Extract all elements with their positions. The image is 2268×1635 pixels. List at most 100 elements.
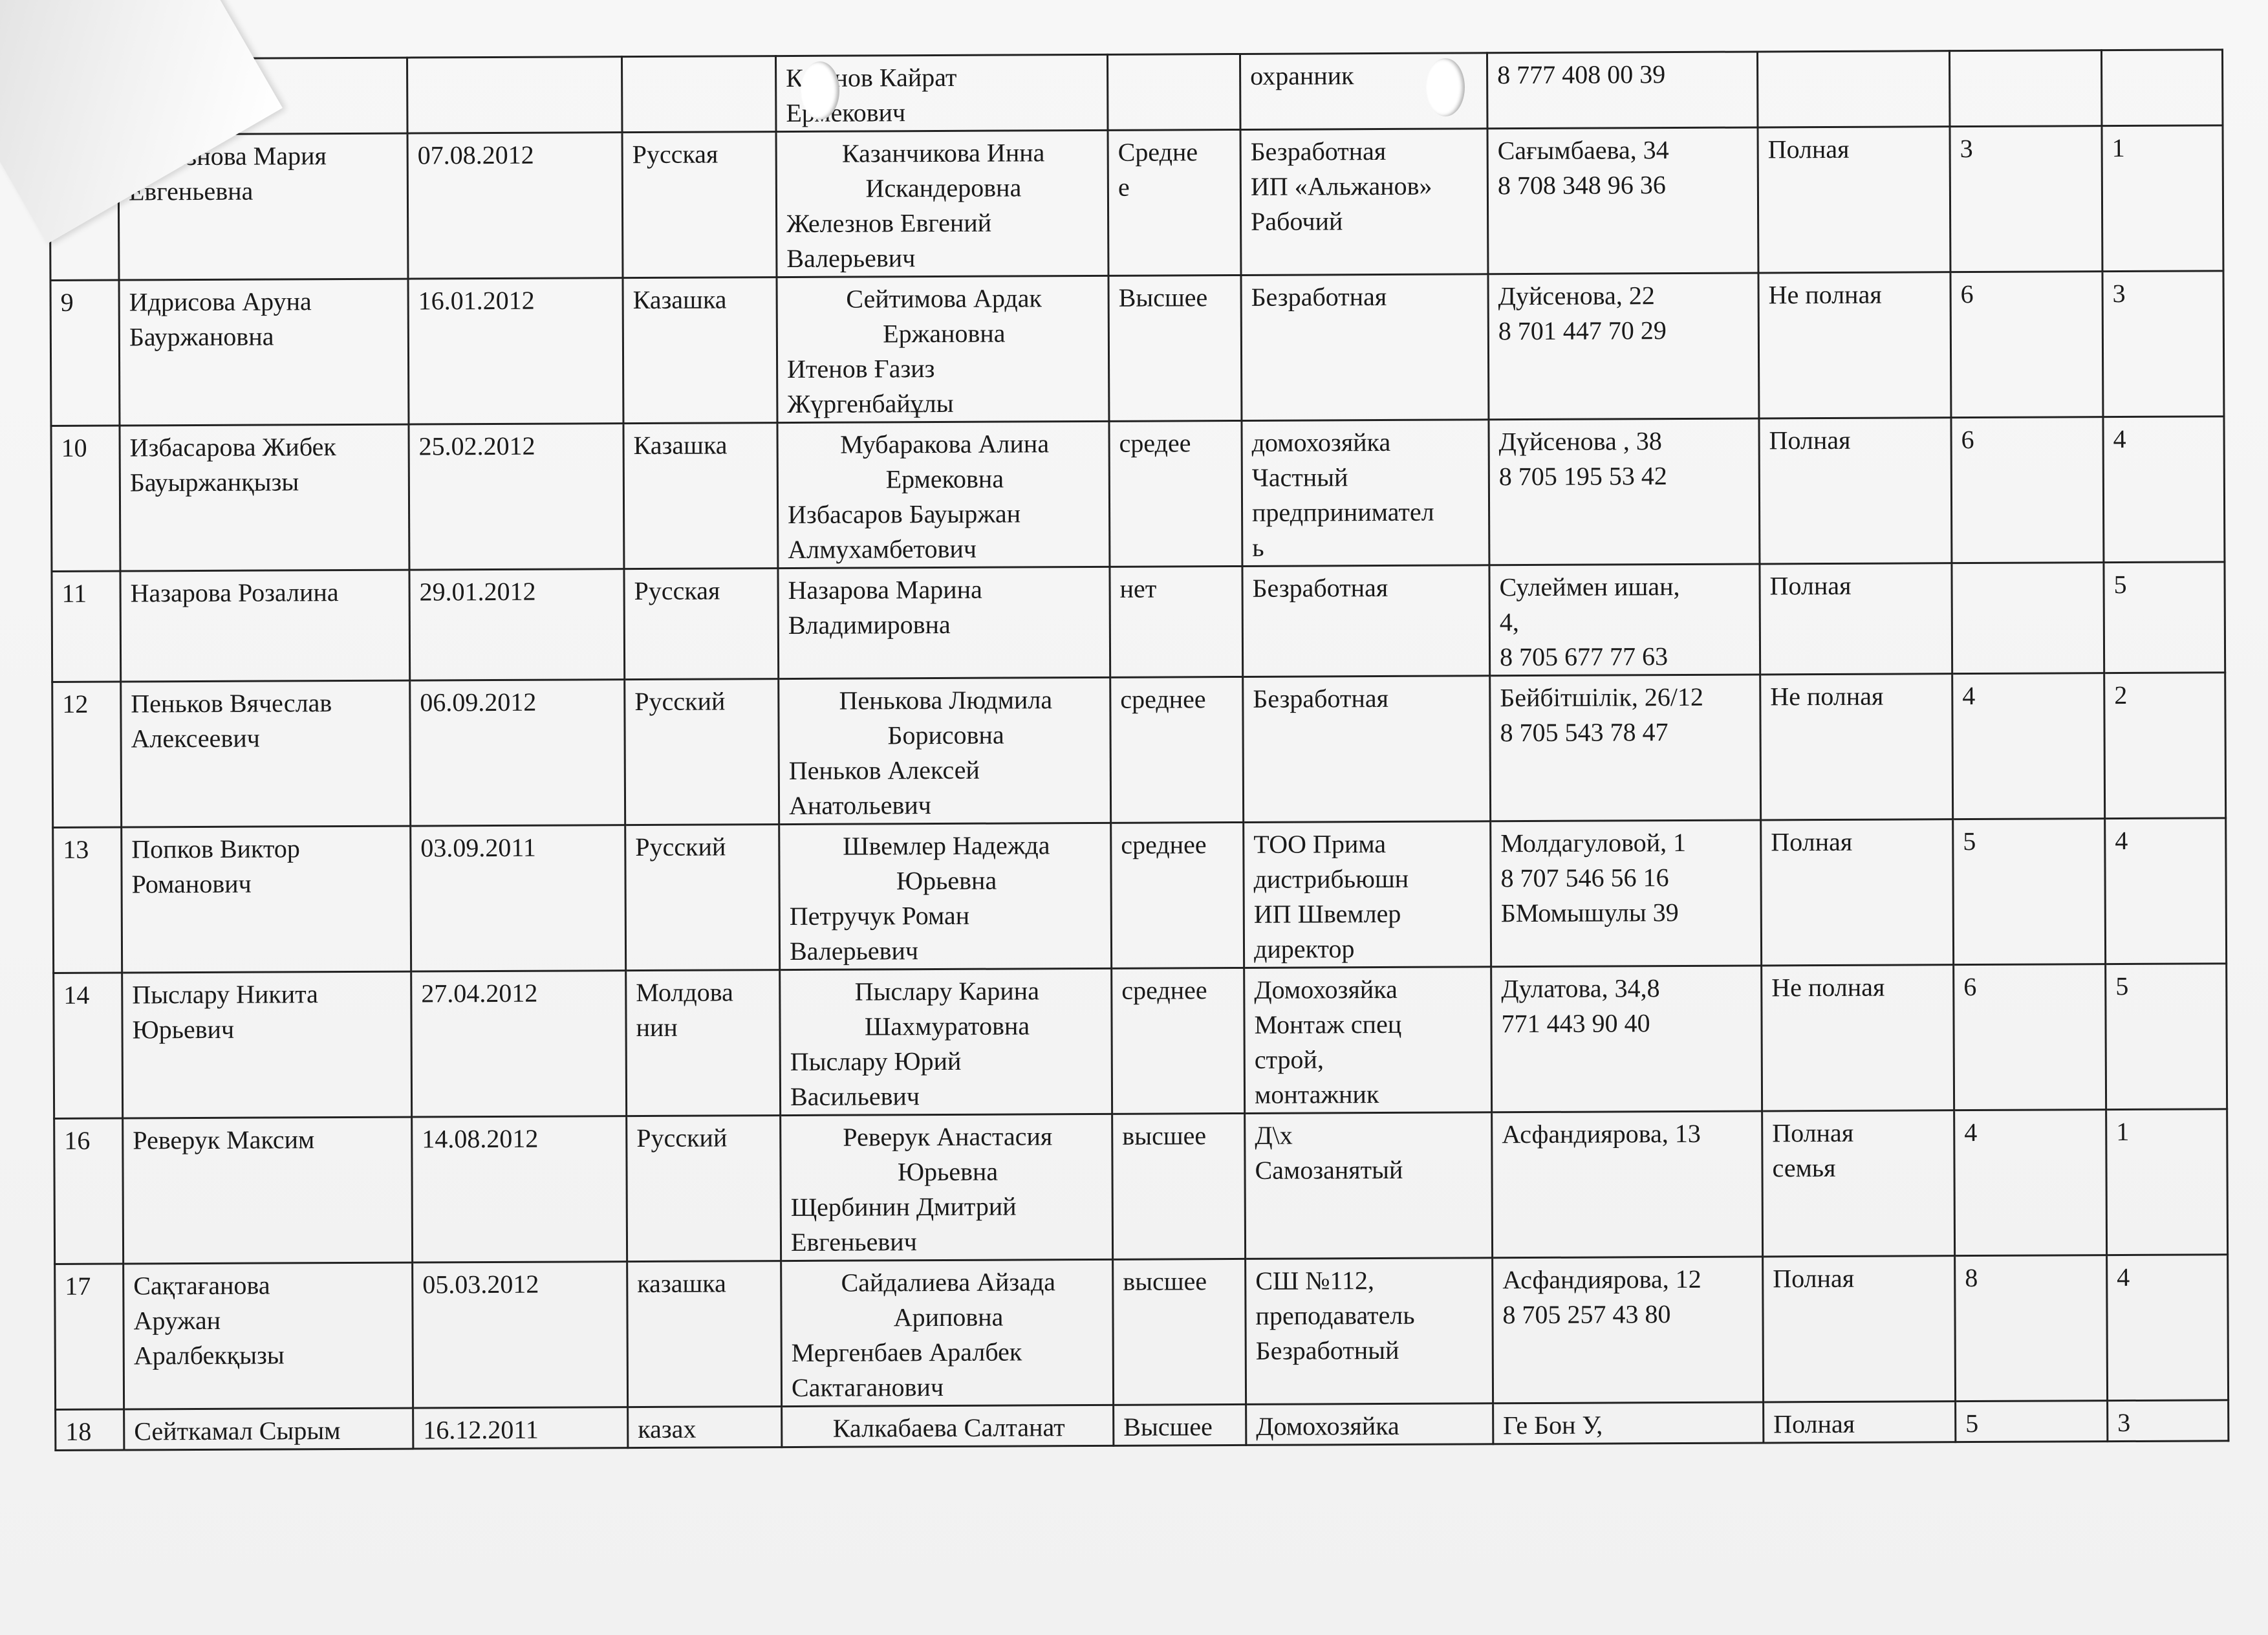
cell-nationality: Русская [622,131,777,278]
cell-num: 12 [52,682,122,828]
cell-dob: 03.09.2011 [410,825,626,972]
cell-family: Полная [1758,417,1952,564]
table-row: 8Железнова Мария Евгеньевна07.08.2012Рус… [50,125,2223,281]
cell-c1: 4 [1954,1109,2107,1256]
cell-name: Попков Виктор Романович [121,826,411,973]
cell-parents: Мубаракова Алина Ермековна Избасаров Бауы… [777,421,1110,568]
cell-c1: 5 [1955,1400,2108,1442]
cell-c1: 5 [1952,818,2106,965]
cell-address: Бейбітшілік, 26/12 8 705 543 78 47 [1489,674,1761,821]
table-row: 17 Сақтағанова Аружан Аралбекқызы 05.03.20… [54,1254,2229,1410]
cell-education [1107,54,1240,131]
cell-address: Дүйсенова , 38 8 705 195 53 42 [1488,418,1760,565]
cell-family: Полная [1762,1255,1956,1402]
cell-work: Д\х Самозанятый [1244,1112,1493,1259]
cell-parents: Сайдалиева Айзада Ариповна Мергенбаев Ара… [781,1259,1114,1407]
cell-nationality: Русский [624,678,779,825]
cell-work: домохозяйка Частный предпринимател ь [1241,419,1489,567]
cell-education: Высшее [1113,1404,1246,1446]
cell-family [1757,50,1950,127]
mother-name: Швемлер Надежда Юрьевна [843,830,1050,896]
cell-name: Сақтағанова Аружан Аралбекқызы [123,1262,413,1410]
mother-name: Калкабаева Салтанат [832,1413,1065,1443]
cell-address: Асфандиярова, 13 [1491,1110,1763,1258]
cell-family: Полная [1759,563,1952,675]
cell-parents: Назарова Марина Владимировна [777,567,1110,679]
cell-name: Реверук Максим [122,1117,413,1264]
cell-address: Сағымбаева, 34 8 708 348 96 36 [1487,127,1758,274]
cell-dob: 27.04.2012 [411,970,627,1118]
cell-c2: 4 [2102,416,2225,563]
cell-c1 [1951,562,2104,674]
cell-education: среднее [1110,822,1244,969]
cell-parents: Пенькова Людмила Борисовна Пеньков Алексе… [778,677,1111,825]
cell-education: высшее [1112,1113,1246,1260]
cell-name: Пеньков Вячеслав Алексеевич [120,680,411,828]
cell-num: 17 [54,1264,124,1410]
table-row: 14 Пыслару Никита Юрьевич 27.04.2012 Молдов… [53,963,2227,1119]
cell-work: Безработная [1242,675,1491,823]
father-name: Пыслару Юрий Васильевич [790,1046,962,1112]
cell-work: Домохозяйка Монтаж спец строй, монтажник [1244,966,1492,1114]
cell-work: Безработная [1242,565,1490,677]
cell-nationality: Русский [626,1115,781,1262]
cell-parents: Сейтимова Ардак Ержановна Итенов Ғазиз Жү… [776,276,1109,423]
cell-nationality: Русская [623,568,779,680]
cell-work: ТОО Прима дистрибьюшн ИП Швемлер директо… [1243,821,1491,968]
cell-work: Безработная ИП «Альжанов» Рабочий [1240,128,1488,276]
cell-address: Сулеймен ишан, 4, 8 705 677 77 63 [1489,563,1760,676]
cell-num: 14 [53,973,123,1119]
cell-num: 13 [52,827,122,973]
cell-nationality: Молдова нин [625,969,781,1116]
father-name: Избасаров Бауыржан Алмухамбетович [787,499,1021,565]
cell-address: Дуйсенова, 22 8 701 447 70 29 [1487,272,1759,420]
cell-dob: 05.03.2012 [412,1261,628,1409]
cell-nationality: Казашка [623,422,778,569]
table-row: 9 Идрисова Аруна Бауржановна 16.01.2012 Каз… [50,270,2224,426]
father-name: Мергенбаев Аралбек Сактаганович [791,1337,1022,1403]
cell-nationality [621,56,777,133]
cell-family: Полная [1760,819,1954,966]
children-table: К ранов Кайрат Ермекович охранник 8 777 40… [49,49,2229,1451]
table-row: 11 Назарова Розалина 29.01.2012 Русская Наза… [51,561,2225,682]
cell-name: Пыслару Никита Юрьевич [122,971,412,1119]
cell-name: Сейткамал Сырым [124,1408,413,1451]
mother-name: Пыслару Карина Шахмуратовна [854,976,1039,1041]
cell-work: Домохозяйка [1246,1403,1493,1446]
cell-dob: 25.02.2012 [408,423,624,570]
cell-c1: 4 [1952,673,2105,819]
father-name: Железнов Евгений Валерьевич [786,208,992,274]
cell-education: среднее [1111,968,1245,1114]
cell-parents: Калкабаева Салтанат [781,1405,1114,1447]
father-name: Пеньков Алексей Анатольевич [788,755,980,821]
cell-c1: 6 [1953,964,2106,1110]
cell-c2: 5 [2105,963,2227,1110]
father-name: Назарова Марина Владимировна [788,574,982,640]
mother-name: Мубаракова Алина Ермековна [840,429,1050,494]
cell-num: 11 [51,571,121,682]
cell-dob: 06.09.2012 [409,679,625,827]
table-body: К ранов Кайрат Ермекович охранник 8 777 40… [49,49,2229,1451]
cell-family: Полная семья [1762,1110,1955,1257]
cell-name: Назарова Розалина [120,570,410,682]
cell-education: средее [1108,420,1242,567]
cell-dob: 16.12.2011 [413,1407,628,1449]
table-row: 13 Попков Виктор Романович 03.09.2011 Русск… [52,817,2227,973]
cell-dob: 16.01.2012 [407,277,623,425]
cell-education: Средне е [1108,129,1241,276]
table-row: 16 Реверук Максим 14.08.2012 Русский Реверук… [54,1109,2228,1264]
table-row: К ранов Кайрат Ермекович охранник 8 777 40… [49,49,2223,135]
cell-parents: Реверук Анастасия Юрьевна Щербинин Дмитри… [780,1114,1113,1261]
cell-num: 9 [50,280,120,426]
cell-education: Высшее [1108,275,1242,422]
mother-name: Казанчикова Инна Искандеровна [841,138,1045,203]
cell-dob: 14.08.2012 [411,1116,627,1263]
cell-nationality: казах [627,1406,782,1448]
cell-family: Полная [1757,126,1950,273]
cell-c2: 1 [2101,125,2223,272]
cell-nationality: казашка [627,1261,782,1407]
table-row: 18 Сейткамал Сырым 16.12.2011 казах Калкабае… [55,1400,2229,1451]
cell-parents: Пыслару Карина Шахмуратовна Пыслару Юрий … [779,968,1112,1116]
mother-name: Реверук Анастасия Юрьевна [843,1121,1053,1187]
